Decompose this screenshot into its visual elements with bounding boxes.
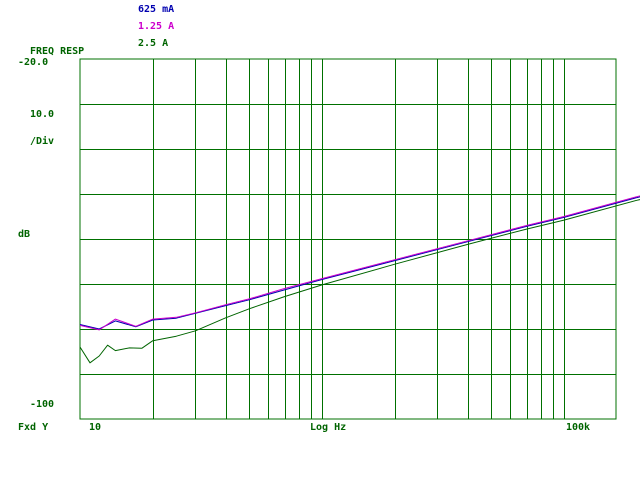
traces xyxy=(79,195,640,364)
scale-value: 10.0 xyxy=(30,109,55,120)
legend-item-1-25a: 1.25 A xyxy=(138,21,175,32)
y-axis-unit: dB xyxy=(18,229,31,240)
x-tick-label-10: 10 xyxy=(89,422,102,433)
y-axis-top-label: -20.0 xyxy=(18,57,49,68)
series-line-2 xyxy=(79,195,640,331)
measurement-title: FREQ RESP xyxy=(30,46,85,57)
y-axis-bottom-label: -100 xyxy=(30,399,55,410)
legend-item-625ma: 625 mA xyxy=(138,4,175,15)
scale-unit: /Div xyxy=(30,136,55,147)
x-axis-label: Log Hz xyxy=(310,422,347,433)
series-line-3 xyxy=(79,199,640,364)
grid xyxy=(79,58,617,420)
x-tick-label-100k: 100k xyxy=(566,422,591,433)
legend-item-2-5a: 2.5 A xyxy=(138,38,169,49)
scale-mode-label: Fxd Y xyxy=(18,422,49,433)
series-line-1 xyxy=(79,196,640,330)
